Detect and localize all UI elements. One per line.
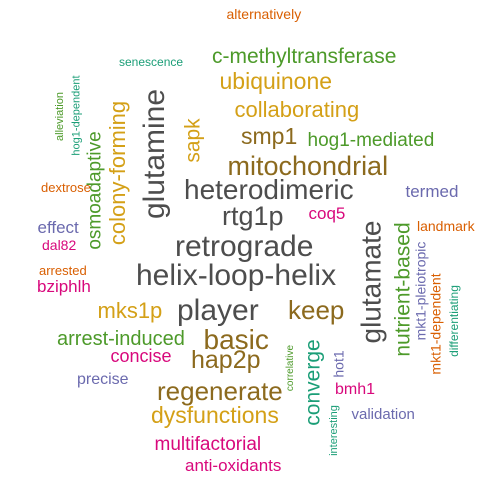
word-effect: effect (37, 217, 79, 237)
word-mitochondrial: mitochondrial (227, 150, 389, 181)
word-hog1-mediated: hog1-mediated (307, 129, 435, 151)
word-ubiquinone: ubiquinone (219, 67, 333, 94)
word-mkt1-pleiotropic: mkt1-pleiotropic (411, 241, 428, 341)
word-alternatively: alternatively (226, 6, 302, 22)
word-c-methyltransferase: c-methyltransferase (212, 44, 397, 68)
word-termed: termed (405, 181, 459, 201)
word-landmark: landmark (417, 218, 475, 234)
word-nutrient-based: nutrient-based (391, 221, 415, 357)
word-collaborating: collaborating (234, 97, 360, 122)
word-smp1: smp1 (241, 122, 298, 149)
word-colony-forming: colony-forming (105, 100, 131, 246)
word-converge: converge (301, 338, 325, 426)
word-hap2p: hap2p (191, 345, 261, 374)
word-interesting: interesting (327, 404, 340, 456)
word-anti-oxidants: anti-oxidants (185, 455, 282, 475)
word-differentiating: differentiating (446, 285, 461, 357)
word-glutamine: glutamine (138, 88, 172, 220)
word-multifactorial: multifactorial (154, 433, 262, 455)
word-concise: concise (110, 346, 172, 366)
word-regenerate: regenerate (157, 376, 283, 406)
word-basic: basic (203, 324, 269, 355)
word-alleviation: alleviation (53, 91, 66, 141)
word-mks1p: mks1p (97, 298, 163, 323)
word-hot1: hot1 (330, 350, 347, 378)
word-precise: precise (77, 371, 129, 388)
word-bziphlh: bziphlh (37, 276, 91, 296)
word-keep: keep (288, 295, 345, 325)
word-arrest-induced: arrest-induced (57, 328, 185, 350)
word-helix-loop-helix: helix-loop-helix (136, 259, 337, 292)
word-sapk: sapk (181, 117, 205, 163)
word-heterodimeric: heterodimeric (184, 174, 354, 205)
word-dysfunctions: dysfunctions (151, 401, 279, 428)
word-bmh1: bmh1 (335, 381, 376, 398)
word-arrested: arrested (39, 262, 87, 278)
word-dal82: dal82 (42, 237, 77, 253)
word-hog1-dependent: hog1-dependent (70, 74, 83, 156)
word-correlative: correlative (285, 344, 297, 392)
word-coq5: coq5 (308, 203, 346, 223)
word-dextrose: dextrose (41, 179, 91, 195)
word-validation: validation (351, 405, 415, 423)
word-player: player (177, 294, 259, 327)
word-mkt1-dependent: mkt1-dependent (427, 273, 444, 375)
word-senescence: senescence (119, 55, 184, 69)
word-glutamate: glutamate (354, 220, 386, 344)
word-rtg1p: rtg1p (222, 200, 284, 231)
word-retrograde: retrograde (175, 230, 314, 263)
